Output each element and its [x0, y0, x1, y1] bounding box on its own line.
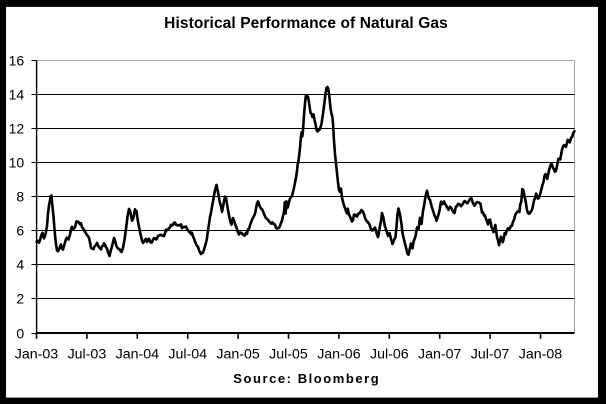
svg-text:Jan-06: Jan-06 [317, 347, 360, 363]
svg-text:Jul-05: Jul-05 [269, 347, 308, 363]
svg-text:Jul-04: Jul-04 [168, 347, 207, 363]
svg-text:Source: Bloomberg: Source: Bloomberg [233, 371, 380, 386]
svg-text:Jul-07: Jul-07 [471, 347, 510, 363]
svg-text:10: 10 [9, 154, 25, 170]
svg-text:14: 14 [9, 86, 25, 102]
svg-text:Jul-03: Jul-03 [68, 347, 107, 363]
svg-text:4: 4 [16, 256, 24, 272]
svg-text:Jan-03: Jan-03 [15, 347, 58, 363]
svg-text:0: 0 [16, 325, 24, 341]
svg-text:Jan-08: Jan-08 [519, 347, 562, 363]
svg-text:Jan-05: Jan-05 [216, 347, 259, 363]
svg-text:Jan-07: Jan-07 [418, 347, 461, 363]
svg-text:Historical Performance of Natu: Historical Performance of Natural Gas [164, 15, 448, 32]
svg-text:16: 16 [9, 52, 25, 68]
svg-text:8: 8 [16, 188, 24, 204]
svg-text:12: 12 [9, 120, 25, 136]
svg-text:Jan-04: Jan-04 [116, 347, 159, 363]
svg-text:2: 2 [16, 290, 24, 306]
svg-text:6: 6 [16, 222, 24, 238]
svg-text:Jul-06: Jul-06 [370, 347, 409, 363]
